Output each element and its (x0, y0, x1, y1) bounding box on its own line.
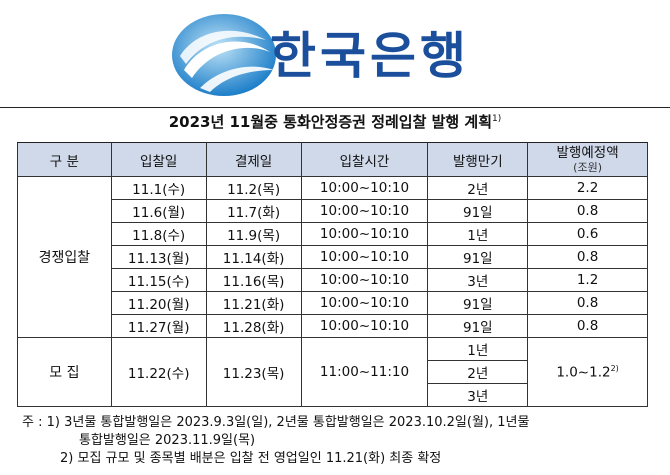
issuance-plan-table: 구 분 입찰일 결제일 입찰시간 발행만기 발행예정액 (조원) 경쟁입찰 11… (17, 142, 648, 407)
maturity-cell: 91일 (427, 291, 529, 315)
maturity-cell: 91일 (427, 314, 529, 338)
settle-date-cell: 11.23(목) (205, 337, 302, 407)
footnote-2: 2) 모집 규모 및 종목별 배분은 입찰 전 영업일인 11.21(화) 최종… (22, 450, 662, 468)
footnote-1: 주 : 1) 3년물 통합발행일은 2023.9.3일(일), 2년물 통합발행… (22, 414, 662, 432)
bid-date-cell: 11.20(월) (110, 291, 207, 315)
bid-date-cell: 11.27(월) (110, 314, 207, 338)
header-amount-label: 발행예정액 (556, 145, 619, 161)
header-category: 구 분 (17, 142, 112, 177)
bid-date-cell: 11.8(수) (110, 222, 207, 246)
maturity-cell: 1년 (427, 222, 529, 246)
header-bid-date: 입찰일 (110, 142, 207, 177)
header-maturity: 발행만기 (427, 142, 529, 177)
bid-time-cell: 10:00~10:10 (300, 268, 429, 292)
table-row: 11.6(월) 11.7(화) 10:00~10:10 91일 0.8 (18, 199, 648, 223)
header-divider (0, 107, 670, 108)
table-row: 11.20(월) 11.21(화) 10:00~10:10 91일 0.8 (18, 291, 648, 315)
header-bid-time: 입찰시간 (300, 142, 429, 177)
title-footnote-mark: 1) (492, 114, 502, 124)
notes-prefix: 주 : (22, 415, 43, 430)
table-row: 2년 (18, 360, 648, 384)
bid-date-cell: 11.15(수) (110, 268, 207, 292)
maturity-cell: 3년 (427, 268, 529, 292)
offering-label: 모 집 (17, 337, 112, 407)
amount-cell: 0.8 (527, 199, 648, 223)
amount-cell: 1.0~1.22) (527, 337, 648, 407)
bank-of-korea-emblem-icon (172, 14, 276, 96)
bid-time-cell: 10:00~10:10 (300, 314, 429, 338)
bid-time-cell: 10:00~10:10 (300, 222, 429, 246)
bid-date-cell: 11.22(수) (110, 337, 207, 407)
settle-date-cell: 11.21(화) (205, 291, 302, 315)
footnotes: 주 : 1) 3년물 통합발행일은 2023.9.3일(일), 2년물 통합발행… (22, 414, 662, 468)
bid-time-cell: 10:00~10:10 (300, 291, 429, 315)
amount-cell: 2.2 (527, 176, 648, 200)
amount-cell: 0.6 (527, 222, 648, 246)
maturity-cell: 3년 (427, 383, 529, 407)
page-title: 2023년 11월중 통화안정증권 정례입찰 발행 계획1) (0, 111, 670, 132)
table-header-row: 구 분 입찰일 결제일 입찰시간 발행만기 발행예정액 (조원) (17, 142, 648, 177)
settle-date-cell: 11.9(목) (205, 222, 302, 246)
footnote-1-mark: 1) (46, 415, 60, 430)
bid-time-cell: 10:00~10:10 (300, 245, 429, 269)
table-row: 11.13(월) 11.14(화) 10:00~10:10 91일 0.8 (18, 245, 648, 269)
offering-amount-footnote: 2) (610, 363, 619, 373)
bid-date-cell: 11.6(월) (110, 199, 207, 223)
amount-cell: 0.8 (527, 314, 648, 338)
bid-time-cell: 11:00~11:10 (300, 337, 429, 407)
offering-amount: 1.0~1.2 (556, 364, 611, 381)
table-row: 3년 (18, 383, 648, 407)
maturity-cell: 91일 (427, 199, 529, 223)
maturity-cell: 2년 (427, 360, 529, 384)
amount-cell: 0.8 (527, 245, 648, 269)
settle-date-cell: 11.14(화) (205, 245, 302, 269)
competitive-bid-label: 경쟁입찰 (17, 176, 112, 338)
bid-time-cell: 10:00~10:10 (300, 176, 429, 200)
header-amount: 발행예정액 (조원) (527, 142, 648, 177)
bid-date-cell: 11.1(수) (110, 176, 207, 200)
logo-text: 한국은행 (270, 27, 470, 85)
maturity-cell: 91일 (427, 245, 529, 269)
header-settle-date: 결제일 (205, 142, 302, 177)
bid-date-cell: 11.13(월) (110, 245, 207, 269)
footnote-2-text: 모집 규모 및 종목별 배분은 입찰 전 영업일인 11.21(화) 최종 확정 (77, 451, 442, 466)
settle-date-cell: 11.16(목) (205, 268, 302, 292)
footnote-1-line1: 3년물 통합발행일은 2023.9.3일(일), 2년물 통합발행일은 2023… (64, 415, 530, 430)
header-amount-unit: (조원) (573, 161, 602, 174)
amount-cell: 1.2 (527, 268, 648, 292)
table-row: 모 집 11.22(수) 11.23(목) 11:00~11:10 1년 1.0… (17, 337, 648, 407)
settle-date-cell: 11.28(화) (205, 314, 302, 338)
table-row: 경쟁입찰 11.1(수) 11.2(목) 10:00~10:10 2년 2.2 (17, 176, 648, 338)
settle-date-cell: 11.2(목) (205, 176, 302, 200)
bid-time-cell: 10:00~10:10 (300, 199, 429, 223)
footnote-1-continued: 통합발행일은 2023.11.9일(목) (79, 433, 256, 448)
footnote-2-mark: 2) (60, 451, 74, 466)
title-text: 2023년 11월중 통화안정증권 정례입찰 발행 계획 (168, 113, 493, 131)
settle-date-cell: 11.7(화) (205, 199, 302, 223)
maturity-cell: 1년 (427, 337, 529, 361)
table-row: 11.15(수) 11.16(목) 10:00~10:10 3년 1.2 (18, 268, 648, 292)
table-row: 11.8(수) 11.9(목) 10:00~10:10 1년 0.6 (18, 222, 648, 246)
header: 한국은행 (0, 0, 670, 100)
maturity-cell: 2년 (427, 176, 529, 200)
amount-cell: 0.8 (527, 291, 648, 315)
table-row: 11.27(월) 11.28(화) 10:00~10:10 91일 0.8 (18, 314, 648, 338)
